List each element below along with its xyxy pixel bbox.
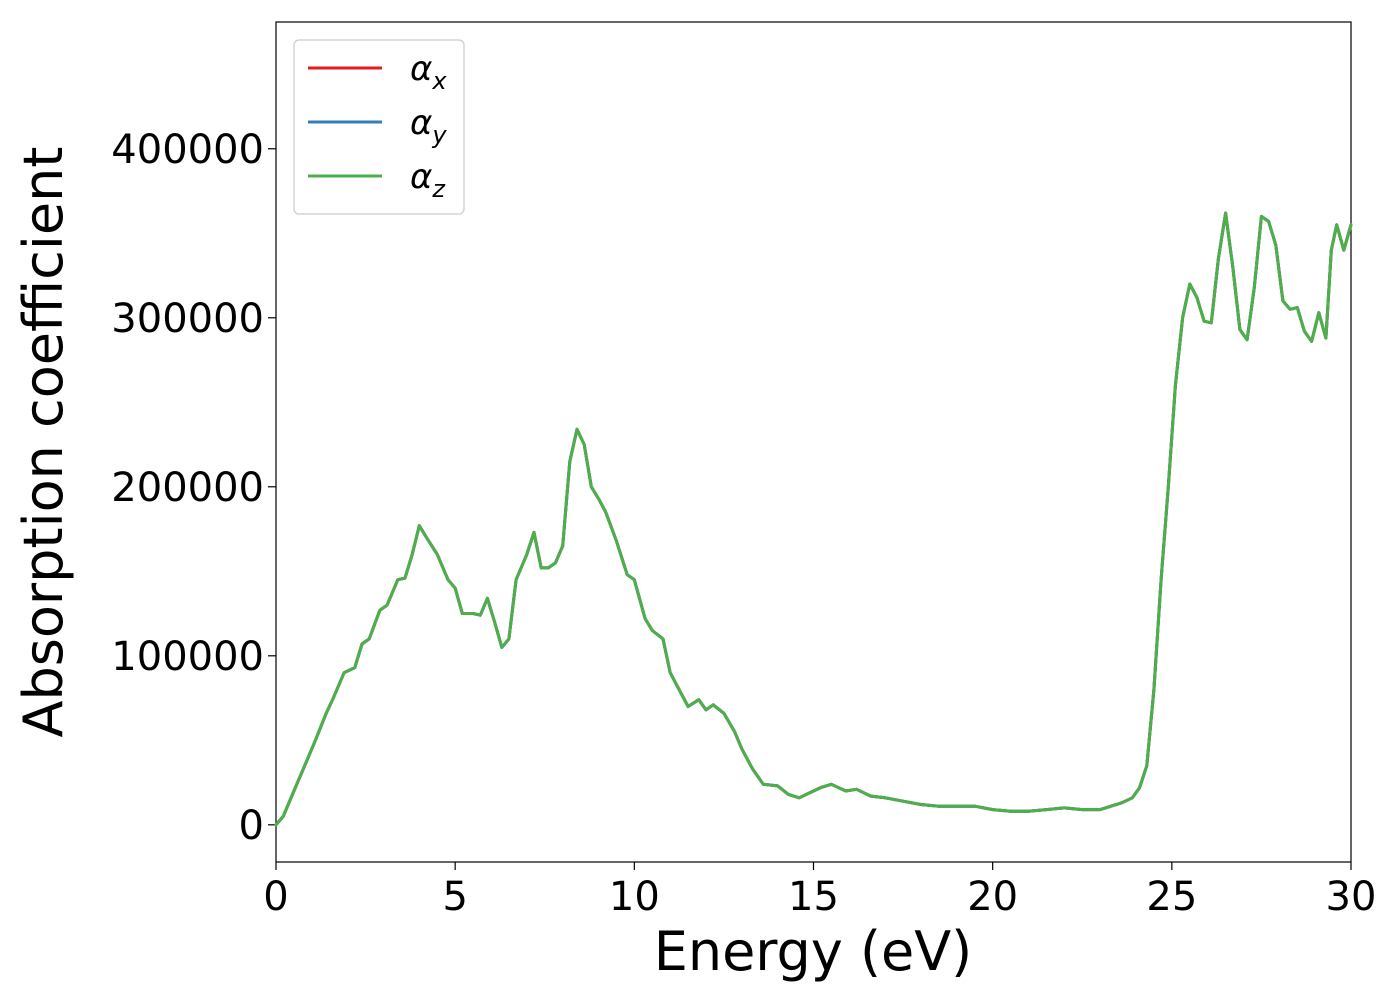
y-tick-label: 0 [239,803,264,849]
y-tick-label: 400000 [111,127,264,173]
x-tick-label: 15 [788,874,839,920]
y-axis-title: Absorption coefficient [12,147,75,738]
x-tick-label: 25 [1146,874,1197,920]
legend-symbol: α [410,157,432,197]
legend-label: αz [410,157,446,203]
x-axis-title: Energy (eV) [654,920,973,983]
y-tick-label: 200000 [111,465,264,511]
series-line-2 [274,211,1353,827]
series-lines [274,211,1353,827]
x-tick-label: 20 [967,874,1018,920]
legend-symbol: α [410,103,432,143]
x-axis: 0 5 10 15 20 25 30 [263,862,1376,920]
legend-symbol: α [410,49,432,89]
y-tick-label: 100000 [111,634,264,680]
x-tick-label: 30 [1326,874,1377,920]
legend-subscript: z [431,175,446,203]
legend-label: αx [410,49,447,95]
legend-label: αy [410,103,447,149]
legend-subscript: x [431,67,447,95]
y-axis: 0 100000 200000 300000 400000 [111,127,276,849]
y-tick-label: 300000 [111,296,264,342]
legend-subscript: y [431,121,447,149]
legend-box [293,39,465,215]
x-tick-label: 0 [263,874,288,920]
x-tick-label: 10 [609,874,660,920]
x-tick-label: 5 [442,874,467,920]
